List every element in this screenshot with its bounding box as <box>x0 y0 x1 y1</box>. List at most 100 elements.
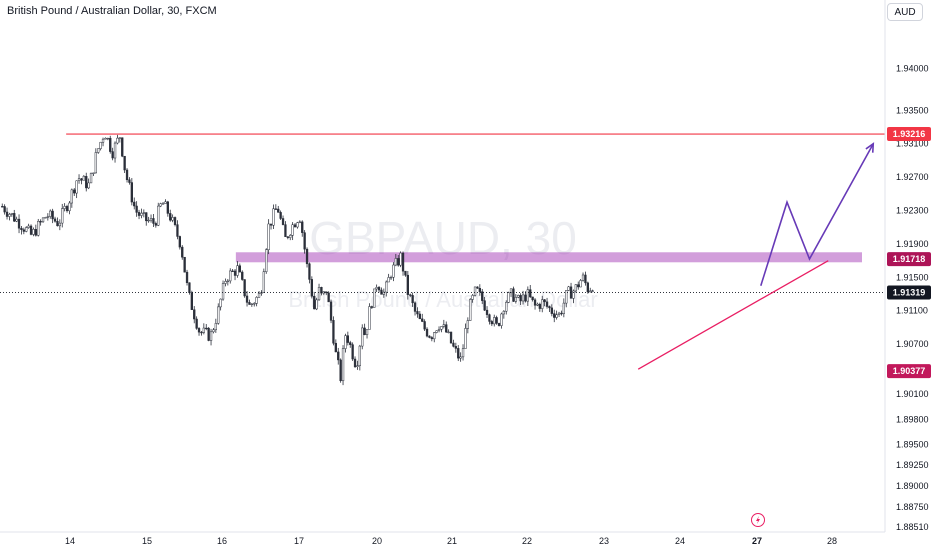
candle-body <box>502 310 505 315</box>
candle-body <box>401 252 405 272</box>
candle-body <box>545 301 549 307</box>
price-axis[interactable]: 1.94000 1.93500 1.93100 1.92700 1.92300 1.919… <box>896 64 929 532</box>
candle-body <box>166 201 169 214</box>
candle-body <box>25 227 28 232</box>
candle-body <box>416 311 419 315</box>
candle-body <box>161 203 165 205</box>
candle-body <box>152 218 155 224</box>
candle-body <box>577 284 580 288</box>
candle-body <box>514 296 517 302</box>
supply-zone-price-tag <box>887 252 931 267</box>
candle-body <box>317 287 321 301</box>
trendline[interactable] <box>637 260 829 370</box>
candle-body <box>555 314 558 318</box>
candle-body <box>15 218 18 222</box>
candle-body <box>377 287 381 291</box>
candle-body <box>94 152 97 174</box>
time-tick-label: 15 <box>142 536 152 546</box>
candle-body <box>341 348 345 382</box>
candle-body <box>433 332 436 340</box>
time-tick-label: 16 <box>217 536 227 546</box>
candle-body <box>454 346 457 349</box>
candle-body <box>363 327 366 335</box>
candle-body <box>425 328 429 337</box>
candle-body <box>231 270 234 272</box>
candle-body <box>56 220 59 227</box>
candle-body <box>224 281 227 284</box>
candle-body <box>529 289 532 298</box>
candle-body <box>135 205 138 213</box>
candle-body <box>349 342 352 345</box>
candle-body <box>589 290 592 293</box>
candle-body <box>447 331 450 334</box>
candle-body <box>130 182 133 203</box>
candle-body <box>221 283 225 300</box>
time-tick-label: 24 <box>675 536 685 546</box>
price-tick-label: 1.93500 <box>896 105 929 115</box>
candle-body <box>92 172 95 174</box>
projection-arrowhead <box>865 142 875 153</box>
current-price-tag <box>887 285 931 300</box>
candle-body <box>385 281 388 293</box>
price-tick-label: 1.92300 <box>896 206 929 216</box>
candle-body <box>495 317 498 324</box>
candle-body <box>10 213 13 215</box>
resistance-price-tag-label: 1.93216 <box>893 129 926 139</box>
candle-body <box>22 229 25 232</box>
candle-body <box>581 274 585 281</box>
time-tick-label: 21 <box>447 536 457 546</box>
currency-button[interactable]: AUD <box>887 3 923 21</box>
candle-body <box>548 306 551 309</box>
price-tick-label: 1.91500 <box>896 272 929 282</box>
candle-body <box>85 176 88 189</box>
candle-body <box>214 323 217 331</box>
price-tick-label: 1.88750 <box>896 502 929 512</box>
candle-body <box>34 229 37 236</box>
supply-zone-box[interactable] <box>235 252 863 263</box>
candle-body <box>315 299 318 310</box>
candle-body <box>89 173 93 184</box>
candle-body <box>301 221 304 233</box>
candle-body <box>536 303 539 306</box>
candle-body <box>565 290 568 304</box>
chart-title: British Pound / Australian Dollar, 30, F… <box>7 5 217 17</box>
lightning-icon[interactable] <box>751 513 765 527</box>
candle-body <box>373 288 376 308</box>
candle-body <box>351 344 354 360</box>
candle-body <box>159 203 162 207</box>
candle-body <box>128 179 131 183</box>
candle-body <box>63 206 66 209</box>
candle-body <box>418 313 421 320</box>
candle-body <box>428 335 431 338</box>
candle-body <box>308 263 311 280</box>
candle-body <box>490 321 493 325</box>
price-tick-label: 1.92700 <box>896 172 929 182</box>
candle-body <box>116 137 119 144</box>
candle-body <box>325 291 328 294</box>
price-tick-label: 1.90700 <box>896 339 929 349</box>
candle-body <box>404 270 407 276</box>
candle-body <box>310 279 313 297</box>
candle-body <box>497 323 501 326</box>
support-price-tag-label: 1.90377 <box>893 366 926 376</box>
candle-body <box>394 258 397 266</box>
candle-body <box>49 210 52 217</box>
candle-body <box>3 206 6 213</box>
candle-body <box>140 212 143 216</box>
candle-body <box>421 318 424 322</box>
candle-body <box>397 258 400 266</box>
candle-body <box>557 312 561 315</box>
watermark-description: British Pound / Australian Dollar <box>288 287 597 312</box>
candle-body <box>39 221 42 223</box>
candle-body <box>20 227 23 230</box>
projection-path[interactable] <box>760 143 874 286</box>
candle-body <box>133 201 136 207</box>
time-axis[interactable]: 14 15 16 17 20 21 22 23 24 27 28 <box>65 536 837 546</box>
time-tick-label: 28 <box>827 536 837 546</box>
candle-body <box>87 182 90 189</box>
candle-body <box>533 299 537 306</box>
candle-body <box>245 295 249 303</box>
candle-body <box>44 217 47 219</box>
candle-body <box>188 282 191 293</box>
